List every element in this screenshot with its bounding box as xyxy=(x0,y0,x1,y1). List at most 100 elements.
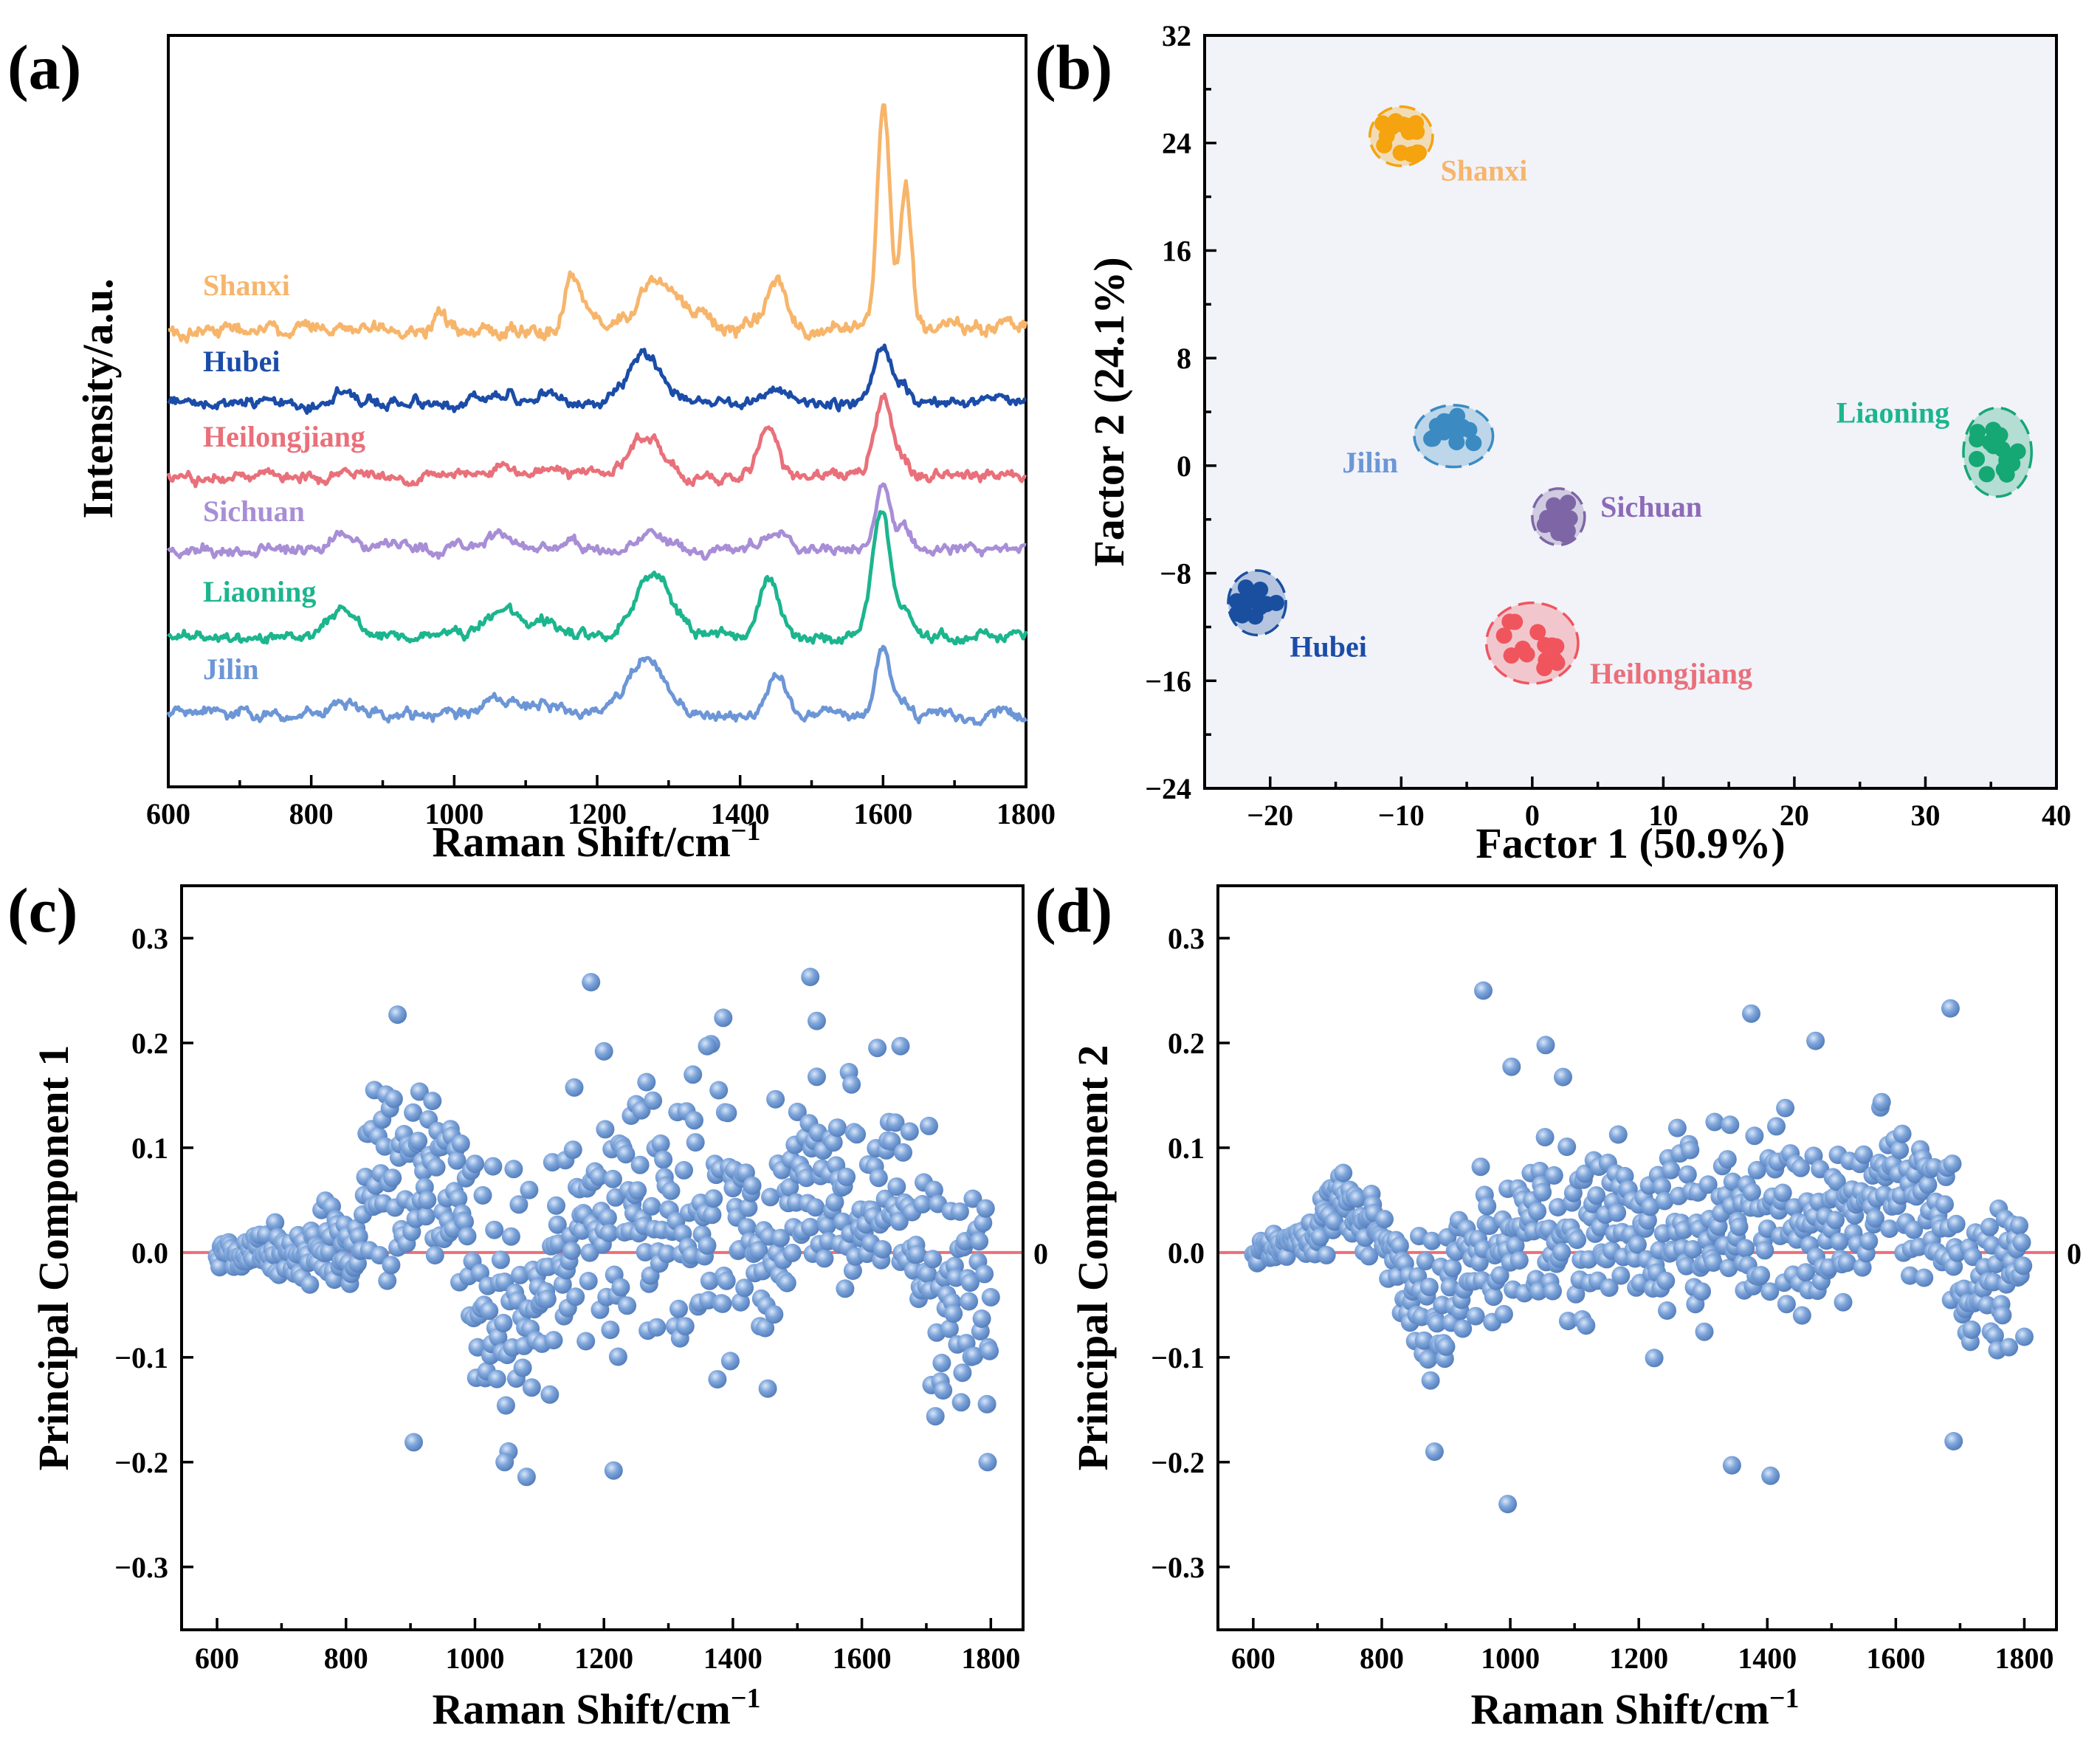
panel-a-x-tick-label-800: 800 xyxy=(289,797,334,830)
score-point-liaoning xyxy=(1969,450,1986,467)
score-point-hubei xyxy=(1253,596,1270,613)
spectrum-line-heilongjiang xyxy=(166,392,1027,489)
spectrum-label-hubei: Hubei xyxy=(203,345,280,378)
score-point-shanxi xyxy=(1378,128,1395,145)
loading-point xyxy=(410,1082,429,1101)
loading-point xyxy=(886,1113,905,1132)
panel-d-loadings-pc2: (d) 600 800 1000 1200 1400 1600 1800 −0.3 −0.2 −0… xyxy=(1035,875,2082,1733)
loading-point xyxy=(2010,1216,2028,1235)
loading-point xyxy=(1904,1220,1924,1239)
loading-point xyxy=(924,1180,943,1199)
loading-point xyxy=(1944,1432,1963,1450)
loading-point xyxy=(1375,1210,1394,1229)
loading-point xyxy=(817,1216,836,1235)
panel-b-y-tick-label: 24 xyxy=(1162,127,1191,160)
spectrum-label-heilongjiang: Heilongjiang xyxy=(203,420,365,453)
loading-point xyxy=(416,1207,436,1226)
loading-point xyxy=(685,1111,703,1130)
loading-point xyxy=(923,1250,943,1269)
loading-point xyxy=(1645,1349,1664,1368)
loading-point xyxy=(873,1240,892,1259)
panel-c-y-tick-label: 0.1 xyxy=(131,1132,168,1165)
loading-point xyxy=(1880,1219,1899,1239)
loading-point xyxy=(698,1236,717,1255)
loading-point xyxy=(537,1290,557,1309)
panel-a-x-title: Raman Shift/cm−1 xyxy=(432,816,760,866)
loading-point xyxy=(451,1134,470,1153)
loading-point xyxy=(1980,1217,1999,1236)
loading-point xyxy=(970,1232,989,1251)
loading-point xyxy=(266,1213,285,1232)
panel-b-x-tick-label: 0 xyxy=(1525,799,1540,832)
loading-point xyxy=(480,1301,499,1321)
score-point-heilongjiang xyxy=(1503,647,1520,664)
panel-a-x-tick-label-1400: 1400 xyxy=(711,797,770,830)
score-point-jilin xyxy=(1425,430,1442,447)
loading-point xyxy=(1893,1124,1912,1143)
loading-point xyxy=(1837,1253,1856,1273)
loading-point xyxy=(1428,1314,1447,1333)
cluster-label-jilin: Jilin xyxy=(1342,446,1398,479)
panel-d-y-tick-label: 0.0 xyxy=(1168,1236,1205,1270)
panel-b-x-tick-label: 30 xyxy=(1910,799,1940,832)
cluster-label-shanxi: Shanxi xyxy=(1441,154,1528,187)
loading-point xyxy=(698,1036,717,1056)
score-point-hubei xyxy=(1267,594,1284,611)
loading-point xyxy=(1587,1186,1606,1205)
panel-c-y-tick-label: 0.0 xyxy=(131,1236,168,1270)
loading-point xyxy=(1776,1098,1795,1118)
loading-point xyxy=(889,1212,909,1231)
loading-point xyxy=(1826,1211,1845,1230)
loading-point xyxy=(1443,1259,1462,1278)
loading-point xyxy=(713,1294,732,1313)
spectrum-line-sichuan xyxy=(166,482,1027,561)
panel-c-y-tick-label: 0.3 xyxy=(131,922,168,955)
panel-c-x-tick-label: 1400 xyxy=(703,1642,762,1675)
loading-point xyxy=(1494,1304,1513,1323)
score-point-liaoning xyxy=(1978,466,1995,483)
loading-point xyxy=(926,1407,945,1426)
loading-point xyxy=(473,1185,492,1205)
loading-point xyxy=(1608,1125,1628,1144)
loading-point xyxy=(608,1347,627,1366)
panel-c-y-tick-label: −0.1 xyxy=(114,1341,168,1374)
loading-point xyxy=(743,1176,762,1195)
loading-point xyxy=(1436,1337,1456,1356)
loading-point xyxy=(1915,1268,1934,1287)
loading-point xyxy=(1325,1212,1344,1231)
loading-point xyxy=(1859,1232,1879,1250)
loading-point xyxy=(1792,1306,1811,1325)
score-point-heilongjiang xyxy=(1537,637,1554,654)
spectrum-line-hubei xyxy=(167,343,1027,415)
panel-b-y-title: Factor 2 (24.1%) xyxy=(1085,257,1133,566)
score-point-liaoning xyxy=(1991,427,2008,444)
loading-point xyxy=(708,1370,727,1389)
score-point-shanxi xyxy=(1403,146,1420,163)
loading-point xyxy=(1935,1195,1954,1214)
loading-point xyxy=(675,1317,695,1336)
loading-point xyxy=(449,1189,468,1208)
loading-point xyxy=(1638,1211,1657,1230)
loading-point xyxy=(1471,1157,1490,1177)
loading-point xyxy=(1890,1140,1910,1160)
loading-point xyxy=(868,1039,887,1058)
score-point-sichuan xyxy=(1558,527,1575,544)
loading-point xyxy=(1777,1295,1796,1314)
loading-point xyxy=(1761,1466,1780,1485)
cluster-sichuan xyxy=(1531,487,1586,547)
loading-point xyxy=(1943,1154,1962,1174)
loading-point xyxy=(1719,1259,1738,1278)
loading-point xyxy=(2000,1338,2019,1357)
loading-point xyxy=(717,1271,736,1290)
loading-point xyxy=(404,1433,423,1452)
loading-point xyxy=(1742,1004,1760,1023)
loading-point xyxy=(1478,1197,1497,1216)
loading-point xyxy=(1466,1306,1485,1326)
score-point-heilongjiang xyxy=(1495,627,1512,644)
loading-point xyxy=(501,1227,520,1246)
loading-point xyxy=(1677,1256,1696,1275)
loading-point xyxy=(383,1168,402,1188)
cluster-heilongjiang xyxy=(1484,601,1580,685)
loading-point xyxy=(495,1453,514,1472)
loading-point xyxy=(920,1116,938,1135)
